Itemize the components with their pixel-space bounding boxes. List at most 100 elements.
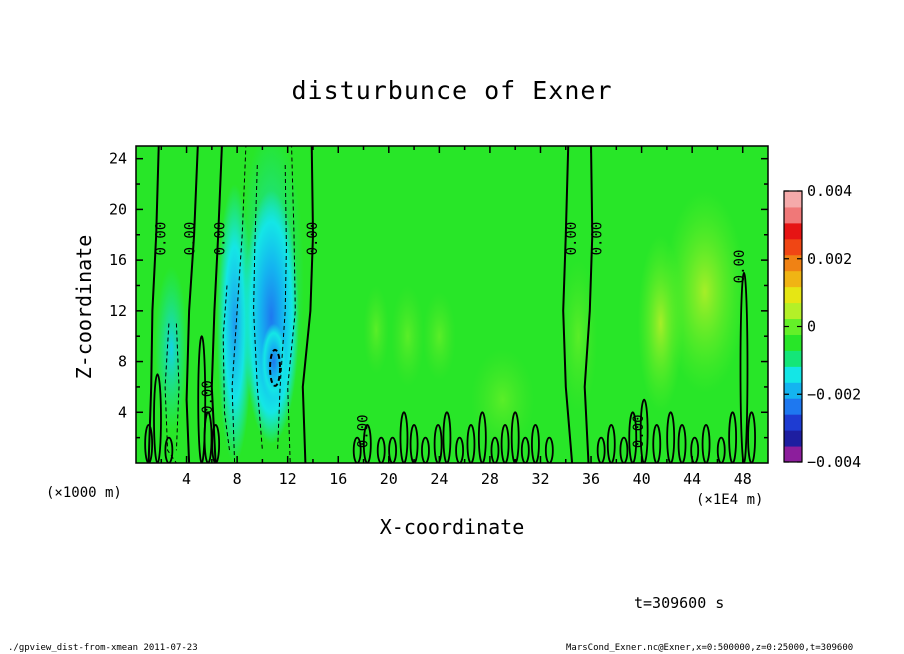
x-tick-label-10: 44 [683,470,701,488]
plot-frame [135,145,769,464]
surface-loop-26 [619,436,629,463]
surface-loop-13 [433,424,443,463]
surface-loop-19 [500,424,510,463]
x-tick-label-6: 28 [481,470,499,488]
field-blob-11 [261,323,287,400]
surface-loop-7 [362,424,372,463]
time-annotation: t=309600 s [634,594,725,612]
colorbar-swatch-10 [784,286,802,304]
colorbar-swatch-7 [784,334,802,351]
negative-contour-6 [175,323,180,451]
colorbar-swatch-3 [784,398,802,415]
surface-loop-2 [164,436,174,463]
contour-label-9: 0.00 [732,250,748,284]
x-axis-label: X-coordinate [379,515,525,539]
x-tick-label-2: 12 [279,470,297,488]
x-tick-label-4: 20 [380,470,398,488]
colorbar-swatch-14 [784,222,802,240]
surface-loop-18 [490,436,500,463]
zero-contour-1 [185,146,199,463]
surface-loop-31 [677,424,687,463]
surface-loop-17 [477,411,487,463]
surface-loop-3 [197,335,207,463]
x-tick-label-9: 40 [633,470,651,488]
surface-loop-35 [728,411,738,463]
x-tick-label-11: 48 [734,470,752,488]
colorbar-swatch-5 [784,366,802,383]
zero-contour-5 [583,146,594,463]
colorbar-tick-label-3: −0.002 [807,385,861,403]
colorbar-swatch-11 [784,270,802,288]
surface-loop-11 [409,424,419,463]
footer-left: ./gpview_dist-from-xmean 2011-07-23 [8,643,198,653]
negative-contour-0 [231,146,247,463]
contour-label-7: 0.00 [589,222,605,256]
colorbar-swatch-2 [784,414,802,431]
contour-label-2: 0.00 [213,222,229,256]
y-tick-label-5: 24 [109,150,127,168]
surface-loop-30 [666,411,676,463]
colorbar-swatch-1 [784,430,802,447]
surface-loop-34 [716,436,726,463]
colorbar-swatch-8 [784,318,802,335]
surface-loop-6 [352,436,362,463]
negative-contour-1 [287,146,296,463]
contour-label-4: 0.00 [200,380,216,414]
y-tick-label-3: 16 [109,251,127,269]
surface-loop-0 [144,424,154,463]
surface-loop-9 [388,436,397,463]
contour-label-8: 0.00 [631,414,647,448]
y-tick-label-1: 8 [118,353,127,371]
surface-loop-8 [376,436,386,463]
x-axis-unit-label-2: (×1E4 m) [696,492,764,508]
footer-right: MarsCond_Exner.nc@Exner,x=0:500000,z=0:2… [566,643,854,653]
y-axis-label: Z-coordinate [72,234,96,380]
colorbar-swatch-0 [784,446,802,463]
x-tick-label-7: 32 [531,470,549,488]
colorbar-swatch-12 [784,254,802,272]
surface-loop-16 [466,424,476,463]
surface-loop-15 [455,436,464,463]
x-tick-label-0: 4 [182,470,191,488]
axis-ticks [136,146,768,463]
colorbar-swatch-6 [784,350,802,367]
field-blob-10 [243,190,300,444]
y-tick-label-4: 20 [109,200,127,218]
surface-loop-20 [510,411,520,463]
contour-label-1: 0.00 [182,222,198,256]
x-tick-label-1: 8 [233,470,242,488]
surface-loop-12 [421,436,430,463]
field-blob-0 [664,190,746,394]
x-tick-label-3: 16 [329,470,347,488]
y-tick-label-0: 4 [118,403,127,421]
surface-loop-5 [211,424,221,463]
colorbar: 0.004 0.002 0 −0.002 −0.004 [783,182,861,471]
field-blob-4 [422,291,456,381]
surface-loop-32 [690,436,700,463]
colorbar-tick-label-0: 0.004 [807,182,852,200]
surface-loop-25 [606,424,616,463]
field-blob-3 [391,285,425,387]
surface-loop-29 [652,424,662,463]
contour-label-5: 0.00 [356,414,372,448]
zero-contour-0 [147,146,160,463]
colorbar-swatch-13 [784,238,802,256]
y-tick-label-2: 12 [109,302,127,320]
chart-title: disturbunce of Exner [291,76,613,105]
x-tick-label-5: 24 [430,470,448,488]
surface-loop-10 [399,411,409,463]
colorbar-swatch-9 [784,302,802,320]
colorbar-tick-label-2: 0 [807,318,816,336]
negative-contour-core [269,348,282,387]
field-blob-1 [637,234,684,413]
surface-loop-14 [442,411,452,463]
contour-label-3: 0.00 [305,222,321,256]
surface-loop-37 [747,411,756,463]
surface-loop-21 [520,436,530,463]
surface-loop-27 [628,411,638,463]
colorbar-tick-label-4: −0.004 [807,453,861,471]
zero-contour-2 [210,146,223,463]
x-tick-label-8: 36 [582,470,600,488]
surface-loop-23 [544,436,554,463]
